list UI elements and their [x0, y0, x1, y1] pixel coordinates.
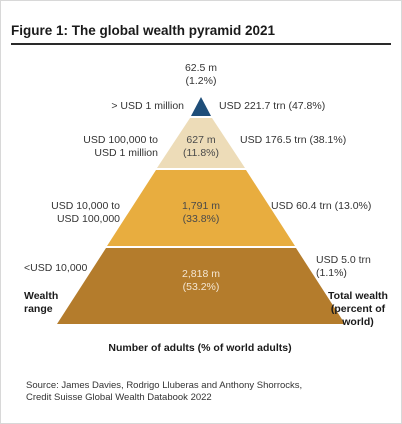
pyramid-tier-base: [57, 248, 345, 324]
tier-base-range: <USD 10,000: [24, 262, 88, 274]
title-rule: [11, 43, 391, 45]
tier-lower-middle-adults-count: 1,791 m: [182, 200, 220, 212]
tier-lower-middle-adults: 1,791 m (33.8%): [166, 200, 236, 226]
tier-base-wealth-line2: (1.1%): [316, 267, 347, 279]
tier-upper-middle-adults-count: 627 m: [186, 134, 216, 146]
pyramid-tier-upper-middle: [157, 118, 245, 168]
pyramid-tier-lower-middle: [107, 170, 295, 246]
source-note: Source: James Davies, Rodrigo Lluberas a…: [26, 380, 302, 404]
tier-upper-middle-range: USD 100,000 to USD 1 million: [40, 134, 158, 160]
total-wealth-axis-label-line2: (percent of: [330, 303, 386, 315]
tier-base-adults: 2,818 m (53.2%): [166, 268, 236, 294]
tier-lower-middle-range: USD 10,000 to USD 100,000: [20, 200, 120, 226]
wealth-range-axis-label-line1: Wealth: [24, 290, 59, 302]
tier-top-range: > USD 1 million: [111, 100, 184, 112]
total-wealth-axis-label: Total wealth (percent of world): [318, 290, 398, 329]
tier-upper-middle-adults: 627 m (11.8%): [166, 134, 236, 160]
tier-upper-middle-range-line2: USD 1 million: [94, 147, 158, 159]
tier-top-adults: 62.5 m (1.2%): [161, 62, 241, 88]
tier-base-adults-share: (53.2%): [182, 281, 220, 293]
tier-upper-middle-range-line1: USD 100,000 to: [83, 134, 158, 146]
source-line-2: Credit Suisse Global Wealth Databook 202…: [26, 392, 212, 403]
tier-lower-middle-range-line1: USD 10,000 to: [51, 200, 120, 212]
x-axis-label: Number of adults (% of world adults): [108, 342, 292, 354]
total-wealth-axis-label-line1: Total wealth: [328, 290, 388, 302]
tier-lower-middle-wealth: USD 60.4 trn (13.0%): [271, 200, 372, 212]
tier-base-wealth: USD 5.0 trn (1.1%): [316, 254, 371, 280]
wealth-range-axis-label: Wealth range: [24, 290, 58, 316]
tier-top-adults-share: (1.2%): [185, 75, 217, 87]
wealth-range-axis-label-line2: range: [24, 303, 53, 315]
source-line-1: Source: James Davies, Rodrigo Lluberas a…: [26, 380, 303, 391]
tier-upper-middle-wealth: USD 176.5 trn (38.1%): [240, 134, 347, 146]
tier-base-adults-count: 2,818 m: [182, 268, 220, 280]
tier-top-wealth: USD 221.7 trn (47.8%): [219, 100, 326, 112]
tier-lower-middle-adults-share: (33.8%): [182, 213, 220, 225]
tier-top-adults-count: 62.5 m: [184, 62, 218, 74]
pyramid-tier-top: [191, 97, 211, 116]
chart-title: Figure 1: The global wealth pyramid 2021: [11, 23, 276, 38]
tier-upper-middle-adults-share: (11.8%): [183, 147, 219, 159]
total-wealth-axis-label-line3: world): [342, 316, 374, 328]
tier-lower-middle-range-line2: USD 100,000: [56, 213, 120, 225]
tier-base-wealth-line1: USD 5.0 trn: [316, 254, 371, 266]
